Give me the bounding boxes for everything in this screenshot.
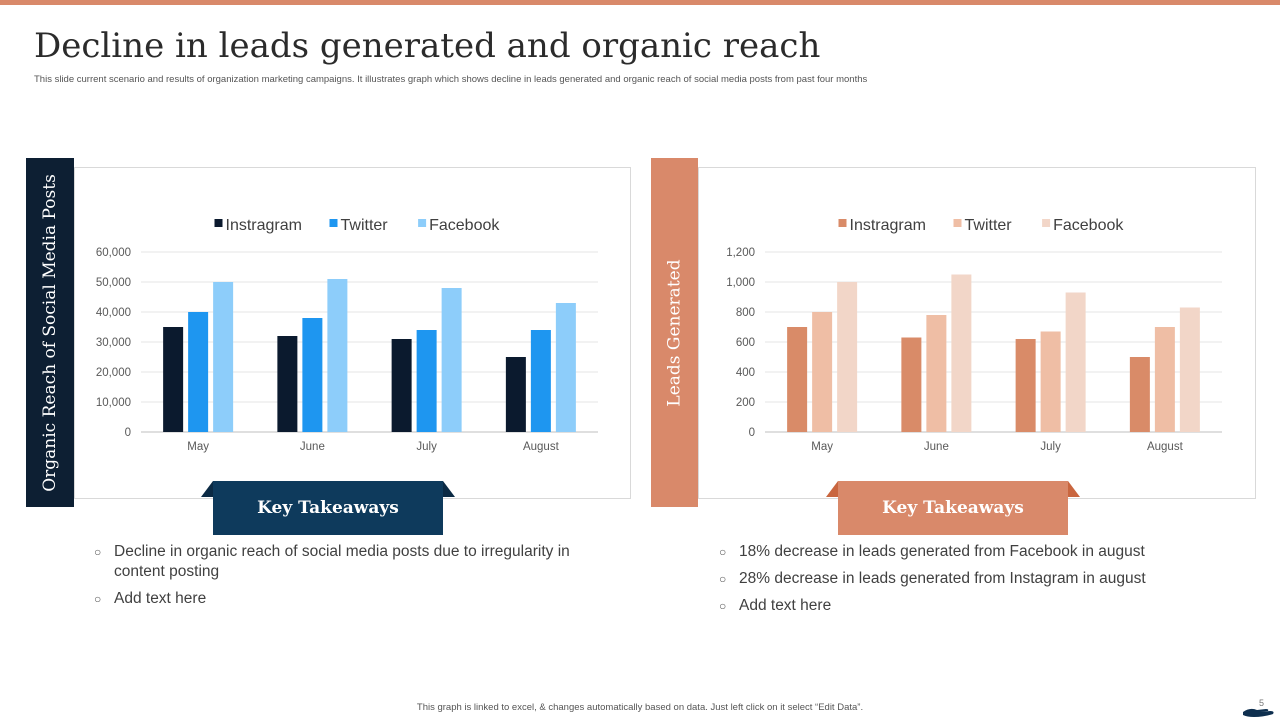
- reach-y-tick-label: 0: [125, 427, 131, 439]
- reach-x-tick-label: May: [187, 441, 209, 453]
- reach-legend-swatch-1: [329, 219, 338, 227]
- leads-legend-swatch-0: [838, 219, 847, 227]
- bullet-icon: ○: [719, 545, 727, 559]
- leads-x-tick-label: May: [811, 441, 833, 453]
- leads-bar-facebook-june[interactable]: [951, 274, 972, 433]
- leads-legend-label-2: Facebook: [1053, 217, 1124, 234]
- reach-bar-instragram-august[interactable]: [505, 357, 526, 432]
- reach-legend-label-0: Instragram: [226, 217, 302, 234]
- reach-bar-facebook-july[interactable]: [441, 288, 462, 432]
- list-item: ○ Decline in organic reach of social medi…: [94, 543, 570, 580]
- bullet-icon: ○: [719, 599, 727, 613]
- leads-y-tick-label: 800: [736, 307, 755, 319]
- left-side-tab: Organic Reach of Social Media Posts: [26, 158, 74, 507]
- leads-y-tick-label: 400: [736, 367, 755, 379]
- leads-y-tick-label: 200: [736, 397, 755, 409]
- reach-y-tick-label: 30,000: [96, 337, 131, 349]
- right-takeaways-label: Key Takeaways: [838, 481, 1068, 535]
- left-takeaways-banner: Key Takeaways: [201, 481, 455, 535]
- left-takeaways-list: ○ Decline in organic reach of social medi…: [94, 542, 574, 616]
- leads-generated-chart[interactable]: Instragram Twitter Facebook 0 200 400 600 800 1,…: [710, 200, 1230, 470]
- top-accent-bar: [0, 0, 1280, 5]
- right-takeaways-list: ○ 18% decrease in leads generated from Fa…: [719, 542, 1239, 623]
- reach-bar-twitter-july[interactable]: [416, 330, 437, 432]
- right-banner-fold-left: [826, 481, 838, 497]
- reach-x-tick-label: August: [523, 441, 560, 453]
- leads-y-tick-label: 0: [749, 427, 755, 439]
- leads-bar-facebook-august[interactable]: [1179, 307, 1200, 433]
- reach-bar-facebook-june[interactable]: [327, 279, 348, 432]
- leads-bar-twitter-july[interactable]: [1040, 331, 1061, 433]
- reach-legend-label-1: Twitter: [341, 217, 389, 234]
- leads-x-tick-label: July: [1040, 441, 1061, 453]
- list-item: ○ Add text here: [94, 590, 207, 607]
- leads-y-tick-label: 600: [736, 337, 755, 349]
- leads-bar-facebook-july[interactable]: [1065, 292, 1086, 433]
- reach-bar-twitter-may[interactable]: [188, 312, 209, 432]
- leads-x-tick-label: June: [924, 441, 949, 453]
- leads-bar-instragram-august[interactable]: [1129, 357, 1150, 432]
- left-banner-fold-left: [201, 481, 213, 497]
- reach-legend-swatch-0: [214, 219, 223, 227]
- reach-bar-facebook-may[interactable]: [213, 282, 234, 432]
- reach-x-tick-label: June: [300, 441, 325, 453]
- leads-y-tick-label: 1,000: [726, 277, 755, 289]
- reach-x-tick-label: July: [416, 441, 437, 453]
- leads-bar-twitter-august[interactable]: [1154, 327, 1175, 432]
- reach-legend-label-2: Facebook: [429, 217, 500, 234]
- leads-legend-swatch-1: [953, 219, 962, 227]
- bullet-icon: ○: [94, 592, 102, 606]
- organic-reach-chart[interactable]: Instragram Twitter Facebook 0 10,000 20,000 30…: [86, 200, 606, 470]
- bullet-icon: ○: [94, 545, 102, 559]
- leads-bar-instragram-june[interactable]: [901, 337, 922, 433]
- list-item: ○ Add text here: [719, 597, 832, 614]
- leads-legend-label-1: Twitter: [965, 217, 1013, 234]
- list-item: ○ 28% decrease in leads generated from In…: [719, 570, 1146, 587]
- page-title: Decline in leads generated and organic r…: [34, 26, 821, 66]
- hand-icon: [1242, 704, 1276, 723]
- reach-y-tick-label: 50,000: [96, 277, 131, 289]
- leads-y-tick-label: 1,200: [726, 247, 755, 259]
- reach-bar-instragram-may[interactable]: [163, 327, 184, 432]
- right-side-label: Leads Generated: [664, 258, 685, 407]
- leads-bar-twitter-may[interactable]: [812, 312, 833, 432]
- leads-bar-twitter-june[interactable]: [926, 315, 947, 432]
- bullet-icon: ○: [719, 572, 727, 586]
- right-side-tab: Leads Generated: [651, 158, 698, 507]
- leads-x-tick-label: August: [1147, 441, 1184, 453]
- leads-legend-swatch-2: [1042, 219, 1051, 227]
- left-side-label: Organic Reach of Social Media Posts: [40, 173, 61, 492]
- reach-y-tick-label: 60,000: [96, 247, 131, 259]
- page-number: 5: [1258, 698, 1264, 708]
- reach-bar-instragram-july[interactable]: [391, 339, 412, 432]
- left-takeaways-label: Key Takeaways: [213, 481, 443, 535]
- leads-bar-instragram-july[interactable]: [1015, 339, 1036, 432]
- leads-bar-facebook-may[interactable]: [837, 282, 858, 432]
- right-takeaways-banner: Key Takeaways: [826, 481, 1080, 535]
- reach-bar-twitter-june[interactable]: [302, 318, 323, 432]
- reach-bar-twitter-august[interactable]: [530, 330, 551, 432]
- left-banner-fold-right: [443, 481, 455, 497]
- reach-y-tick-label: 20,000: [96, 367, 131, 379]
- reach-bar-facebook-august[interactable]: [555, 303, 576, 432]
- right-banner-fold-right: [1068, 481, 1080, 497]
- reach-legend-swatch-2: [418, 219, 427, 227]
- reach-y-tick-label: 10,000: [96, 397, 131, 409]
- page-subtitle: This slide current scenario and results …: [34, 74, 868, 85]
- leads-bar-instragram-may[interactable]: [787, 327, 808, 432]
- list-item: ○ 18% decrease in leads generated from Fa…: [719, 543, 1145, 560]
- footer-note: This graph is linked to excel, & changes…: [416, 702, 864, 713]
- reach-y-tick-label: 40,000: [96, 307, 131, 319]
- reach-bar-instragram-june[interactable]: [277, 336, 298, 432]
- leads-legend-label-0: Instragram: [850, 217, 926, 234]
